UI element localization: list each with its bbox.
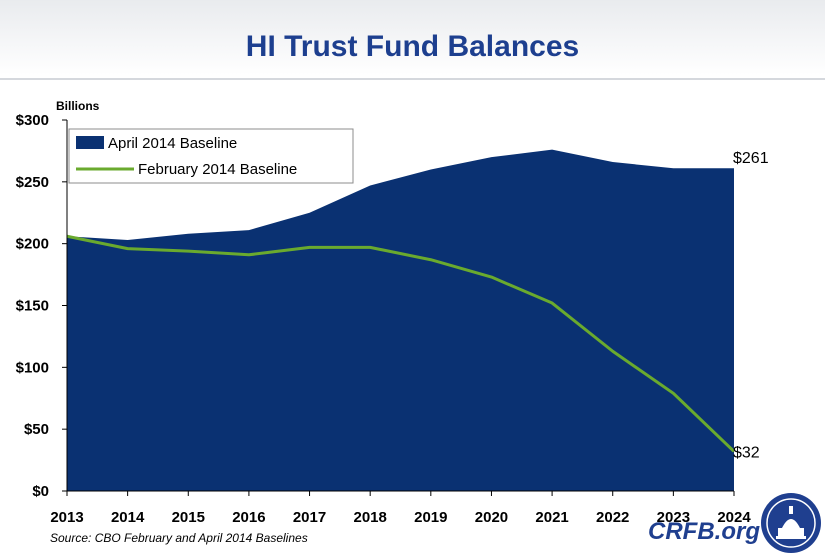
x-tick-label: 2018 [353,509,386,526]
y-tick-label: $200 [16,236,49,253]
x-tick-label: 2019 [414,509,447,526]
y-tick-label: $100 [16,359,49,376]
legend: April 2014 Baseline February 2014 Baseli… [68,128,354,184]
x-tick-label: 2016 [232,509,265,526]
x-tick-label: 2024 [717,509,751,526]
chart-title: HI Trust Fund Balances [245,30,580,63]
end-label-april: $261 [733,150,769,167]
legend-label-april: April 2014 Baseline [108,135,237,152]
x-tick-label: 2020 [475,509,508,526]
y-tick-label: $50 [24,421,49,438]
source-note: Source: CBO February and April 2014 Base… [50,531,308,545]
y-tick-label: $150 [16,298,49,315]
legend-swatch-april [76,136,104,149]
x-tick-label: 2014 [111,509,145,526]
y-tick-label: $250 [16,174,49,191]
x-tick-label: 2013 [50,509,83,526]
y-axis-unit-label: Billions [56,99,100,113]
end-label-february: $32 [733,444,760,461]
x-tick-label: 2015 [172,509,205,526]
x-tick-label: 2017 [293,509,326,526]
x-tick-label: 2021 [535,509,568,526]
y-tick-label: $0 [32,483,49,500]
series-line-february-2014 [66,234,736,453]
legend-box [68,128,354,184]
series-area-april-2014 [67,149,734,491]
crfb-brand-link[interactable]: CRFB.org [648,518,760,545]
capitol-seal-icon [761,493,821,553]
x-tick-label: 2022 [596,509,629,526]
legend-label-february: February 2014 Baseline [138,161,297,178]
x-tick-label: 2023 [657,509,690,526]
y-tick-label: $300 [16,112,49,129]
title-divider [0,78,825,80]
